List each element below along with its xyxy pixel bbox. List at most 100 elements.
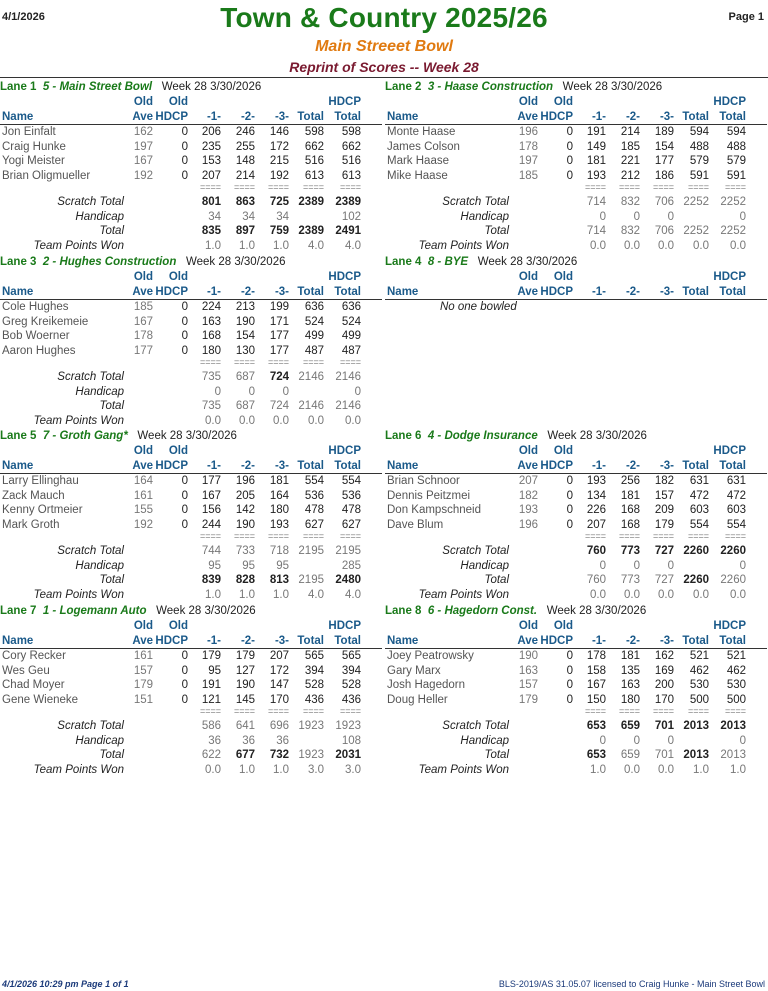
game-3-score: 200	[654, 679, 674, 691]
player-row: Don Kampschneid 193 0 226 168 209 603 603	[385, 503, 767, 518]
player-average: 193	[518, 504, 538, 516]
team-total-g3: 727	[654, 574, 674, 586]
player-name: Zack Mauch	[2, 489, 65, 502]
scratch-total-g3: 701	[654, 720, 674, 732]
col-name: Name	[387, 634, 419, 647]
player-average: 182	[518, 489, 538, 502]
team-name: 4 - Dodge Insurance	[427, 430, 538, 442]
separator-row: ==== ==== ==== ==== ====	[385, 532, 767, 544]
col-name: Name	[2, 459, 34, 472]
summary-label: Total	[99, 400, 124, 412]
player-name: Mark Haase	[387, 155, 449, 167]
player-handicap: 0	[181, 679, 188, 691]
lane-block: Lane 3 2 - Hughes Construction Week 28 3…	[0, 255, 382, 428]
team-total-total: 2195	[298, 574, 324, 586]
game-2-score: 221	[620, 155, 640, 167]
game-3-score: 171	[269, 315, 289, 328]
lane-number: Lane 1	[0, 81, 37, 93]
column-header-row: Name Ave HDCP -1- -2- -3- Total Total	[385, 634, 767, 649]
team-name: 6 - Hagedorn Const.	[427, 605, 538, 617]
summary-label: Handicap	[75, 559, 124, 572]
team-total-row: Total 760 773 727 2260 2260	[385, 573, 767, 588]
scratch-total-g1: 714	[586, 196, 606, 208]
scratch-total-hdcp_total: 2013	[720, 720, 746, 732]
series-total: 472	[689, 489, 709, 502]
player-handicap: 0	[181, 693, 188, 706]
handicap-g3: 95	[276, 559, 289, 572]
col-game-2: -2-	[625, 110, 640, 123]
team-total-hdcp_total: 2491	[335, 225, 361, 237]
team-total-g3: 732	[269, 749, 289, 761]
summary-label: Team Points Won	[33, 239, 124, 252]
handicap-series-total: 521	[726, 650, 746, 662]
player-handicap: 0	[566, 679, 573, 691]
summary-label: Team Points Won	[33, 763, 124, 776]
col-game-2: -2-	[625, 634, 640, 647]
team-points-total: 4.0	[308, 588, 324, 601]
team-points-g3: 1.0	[273, 588, 289, 601]
team-total-g3: 813	[269, 574, 289, 586]
team-total-total: 2146	[298, 400, 324, 412]
team-points-g1: 0.0	[590, 239, 606, 252]
lane-header: Lane 2 3 - Haase Construction Week 28 3/…	[385, 80, 767, 95]
player-average: 161	[133, 650, 153, 662]
reprint-heading: Reprint of Scores -- Week 28	[289, 59, 479, 75]
game-2-score: 135	[620, 664, 640, 677]
scratch-total-row: Scratch Total 653 659 701 2013 2013	[385, 719, 767, 734]
game-1-score: 191	[586, 126, 606, 138]
scratch-total-row: Scratch Total 735 687 724 2146 2146	[0, 370, 382, 385]
player-name: Brian Oligmueller	[2, 169, 91, 182]
summary-label: Scratch Total	[57, 196, 124, 208]
team-total-g2: 677	[235, 749, 255, 761]
col-game-1: -1-	[591, 285, 606, 298]
player-name: Joey Peatrowsky	[387, 650, 474, 662]
player-name: Chad Moyer	[2, 679, 65, 691]
col-hdcp-total-top: HDCP	[713, 620, 746, 632]
column-header-top: Old Old HDCP	[385, 619, 767, 634]
series-total: 603	[689, 504, 709, 516]
team-total-hdcp_total: 2013	[720, 749, 746, 761]
team-total-g1: 735	[201, 400, 221, 412]
player-name: Mark Groth	[2, 518, 60, 531]
game-3-score: 177	[269, 344, 289, 357]
player-row: Doug Heller 179 0 150 180 170 500 500	[385, 693, 767, 708]
scratch-total-g1: 744	[201, 545, 221, 557]
game-3-score: 154	[654, 140, 674, 153]
player-handicap: 0	[181, 504, 188, 516]
game-1-score: 156	[201, 504, 221, 516]
column-header-top: Old Old HDCP	[385, 444, 767, 459]
team-points-hdcp_total: 0.0	[730, 588, 746, 601]
separator-mark: ====	[584, 182, 606, 192]
game-1-score: 149	[586, 140, 606, 153]
player-average: 185	[133, 301, 153, 313]
header-divider	[0, 77, 768, 78]
game-3-score: 209	[654, 504, 674, 516]
column-header-row: Name Ave HDCP -1- -2- -3- Total Total	[0, 110, 382, 125]
game-3-score: 182	[654, 475, 674, 487]
summary-label: Total	[99, 574, 124, 586]
summary-label: Team Points Won	[33, 588, 124, 601]
game-1-score: 206	[201, 126, 221, 138]
handicap-hdcp_total: 0	[354, 385, 361, 398]
handicap-series-total: 591	[726, 169, 746, 182]
col-game-1: -1-	[206, 110, 221, 123]
handicap-g1: 0	[599, 559, 606, 572]
col-hdcp-total-top: HDCP	[713, 445, 746, 457]
col-hdcp: HDCP	[155, 459, 188, 472]
team-total-g2: 828	[235, 574, 255, 586]
col-hdcp-total: Total	[334, 285, 361, 298]
col-total: Total	[297, 285, 324, 298]
team-total-hdcp_total: 2031	[335, 749, 361, 761]
game-3-score: 164	[269, 489, 289, 502]
game-2-score: 212	[620, 169, 640, 182]
lane-block: Lane 8 6 - Hagedorn Const. Week 28 3/30/…	[385, 604, 767, 777]
summary-label: Handicap	[75, 385, 124, 398]
player-row: Brian Oligmueller 192 0 207 214 192 613 613	[0, 169, 382, 184]
separator-mark: ====	[724, 182, 746, 192]
player-average: 162	[133, 126, 153, 138]
player-name: Jon Einfalt	[2, 126, 56, 138]
player-row: Wes Geu 157 0 95 127 172 394 394	[0, 664, 382, 679]
scratch-total-total: 2013	[683, 720, 709, 732]
game-2-score: 196	[235, 475, 255, 487]
col-game-2: -2-	[240, 634, 255, 647]
